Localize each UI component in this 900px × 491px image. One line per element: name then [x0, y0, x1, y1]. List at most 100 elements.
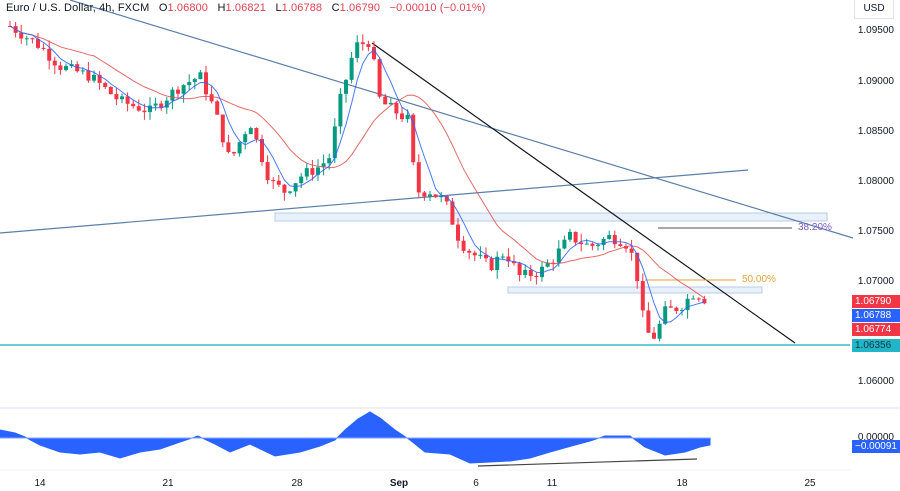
candle	[131, 103, 136, 107]
candle	[355, 42, 360, 58]
time-tick: 25	[804, 478, 816, 489]
symbol-title: Euro / U.S. Dollar, 4h, FXCM	[6, 2, 150, 14]
candle	[388, 102, 393, 105]
divergence-line	[477, 458, 698, 467]
candle	[366, 44, 371, 47]
candle	[573, 231, 578, 243]
candle	[685, 298, 690, 311]
candle	[584, 243, 589, 245]
time-tick: 28	[291, 478, 303, 489]
candle	[612, 235, 617, 245]
candle	[125, 96, 130, 104]
candle	[243, 134, 248, 143]
oscillator-value-label: −0.00091	[852, 440, 900, 453]
candle	[517, 263, 522, 276]
candle	[215, 101, 220, 115]
time-tick: Sep	[389, 478, 409, 489]
candle	[422, 192, 427, 197]
candle	[192, 79, 197, 83]
candle	[500, 256, 505, 258]
candle	[640, 281, 645, 311]
candle	[601, 238, 606, 245]
candle	[36, 39, 40, 48]
candle	[103, 82, 108, 87]
candle	[237, 142, 242, 154]
candle	[304, 168, 309, 177]
time-tick: 11	[546, 478, 558, 489]
candle	[512, 261, 516, 264]
candle	[450, 201, 455, 225]
candle	[624, 246, 628, 249]
low-value: 1.06788	[281, 2, 323, 14]
candle	[41, 47, 46, 49]
candle	[383, 96, 388, 105]
candle	[19, 32, 24, 39]
candle	[260, 139, 264, 163]
candle	[545, 262, 550, 267]
candle	[316, 167, 320, 175]
candle	[114, 94, 119, 100]
price-tick: 1.08000	[857, 176, 894, 187]
candle	[226, 142, 231, 153]
candle	[556, 248, 561, 263]
candle	[148, 105, 152, 113]
candle	[456, 224, 460, 241]
candle	[86, 70, 91, 81]
candle	[405, 114, 410, 120]
candle	[271, 180, 276, 182]
candle	[47, 48, 52, 61]
candle	[80, 70, 85, 72]
candle	[506, 256, 511, 262]
candle	[321, 163, 326, 168]
candle	[181, 85, 186, 94]
candle	[400, 113, 404, 120]
candle	[411, 114, 416, 163]
candle	[92, 74, 96, 81]
candle	[220, 114, 225, 143]
candle	[108, 86, 113, 95]
candle	[607, 235, 612, 239]
candle	[579, 242, 584, 245]
candle	[248, 128, 253, 135]
price-tick: 1.07000	[857, 276, 894, 287]
price-tick: 1.09000	[857, 76, 894, 87]
candle	[568, 231, 572, 240]
candle	[282, 184, 287, 193]
candle	[360, 42, 365, 45]
candle	[439, 196, 444, 198]
currency-button[interactable]: USD	[854, 0, 894, 19]
candle	[416, 162, 421, 193]
change-value: −0.00010 (−0.01%)	[389, 2, 486, 14]
candle	[702, 298, 707, 304]
chart-legend: Euro / U.S. Dollar, 4h, FXCM O1.06800 H1…	[6, 2, 486, 14]
price-tick: 1.06000	[857, 376, 894, 387]
candle	[590, 243, 595, 246]
candle	[674, 307, 679, 312]
oscillator-zero-label: 0.00000	[857, 432, 894, 443]
candle	[24, 38, 29, 40]
candle	[164, 100, 169, 108]
price-tick: 1.07500	[857, 226, 894, 237]
candle	[696, 298, 701, 300]
time-tick: 21	[162, 478, 174, 489]
ma-slow-line	[9, 25, 705, 299]
candle	[646, 310, 651, 333]
candle	[652, 332, 656, 339]
candle	[489, 258, 494, 271]
candle	[254, 128, 259, 140]
candle	[299, 176, 304, 184]
candle	[153, 103, 158, 106]
candle	[310, 168, 315, 175]
candle	[596, 244, 600, 246]
candle	[159, 103, 164, 108]
candle	[540, 266, 544, 278]
candle	[680, 310, 684, 312]
last-price-label: 1.06790	[852, 295, 900, 308]
open-value: 1.06800	[167, 2, 208, 14]
candle	[327, 158, 332, 164]
support-level-label: 1.06356	[852, 339, 900, 352]
ma-fast-label: 1.06788	[852, 309, 900, 322]
candle	[198, 72, 203, 80]
candle	[467, 250, 472, 253]
